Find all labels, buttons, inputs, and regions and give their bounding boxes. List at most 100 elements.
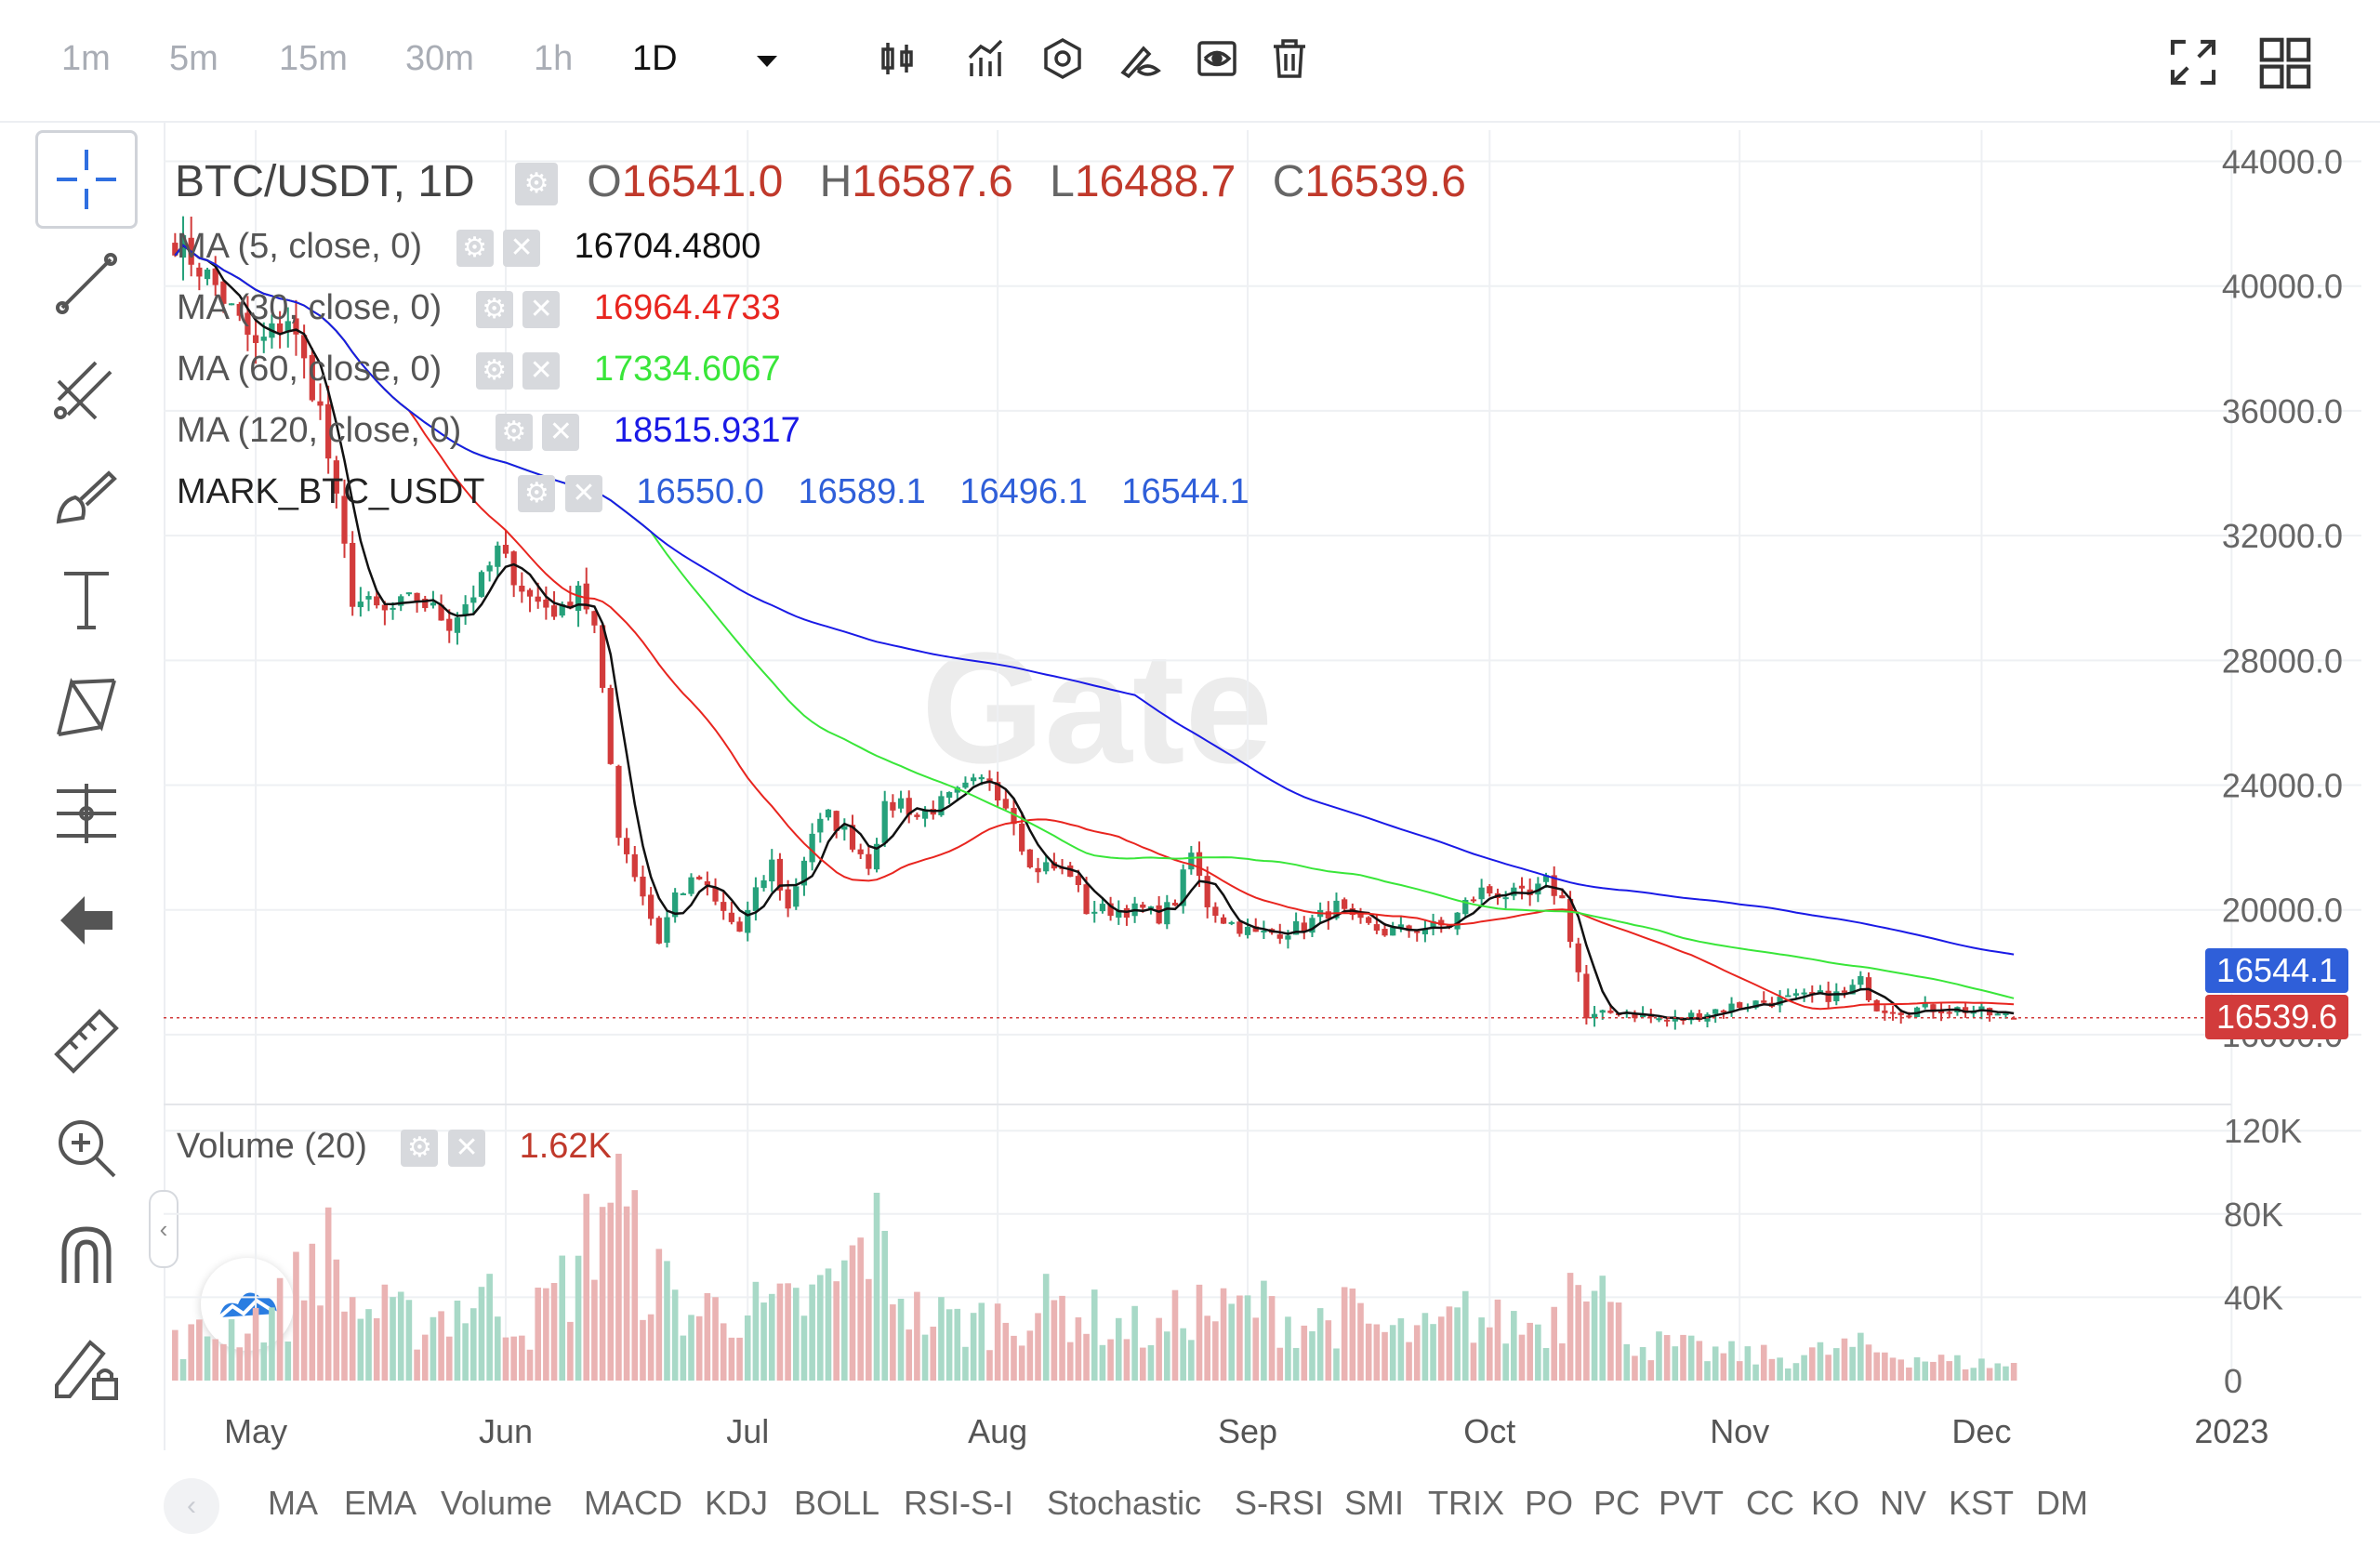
- ruler-tool[interactable]: [35, 995, 138, 1088]
- indicator-ko[interactable]: KO: [1811, 1484, 1860, 1522]
- volume-close-icon[interactable]: ✕: [448, 1129, 486, 1167]
- timeframe-30m[interactable]: 30m: [405, 39, 474, 78]
- zoom-in-tool[interactable]: [35, 1102, 138, 1195]
- ma120-close-icon[interactable]: ✕: [542, 413, 580, 451]
- candle-body: [776, 858, 784, 891]
- volume-bar: [1784, 1368, 1792, 1381]
- indicator-dm[interactable]: DM: [2036, 1484, 2088, 1522]
- timeframe-1d[interactable]: 1D: [632, 39, 678, 78]
- collapse-sidebar-handle[interactable]: ‹: [149, 1190, 178, 1268]
- timeframe-1m[interactable]: 1m: [61, 39, 111, 78]
- volume-bar: [430, 1316, 437, 1381]
- ma120-settings-icon[interactable]: ⚙: [495, 413, 533, 451]
- low-label: L: [1050, 157, 1075, 206]
- brush-icon: [56, 470, 117, 524]
- candle-type-icon[interactable]: [874, 35, 920, 82]
- indicator-s-rsi[interactable]: S-RSI: [1235, 1484, 1325, 1522]
- volume-bar: [1687, 1335, 1695, 1381]
- indicator-kst[interactable]: KST: [1949, 1484, 2015, 1522]
- volume-bar: [1228, 1303, 1236, 1381]
- indicator-boll[interactable]: BOLL: [794, 1484, 880, 1522]
- draw-visibility-icon[interactable]: [1116, 35, 1162, 82]
- volume-settings-icon[interactable]: ⚙: [401, 1129, 439, 1167]
- volume-bar: [1180, 1328, 1186, 1381]
- indicator-pvt[interactable]: PVT: [1659, 1484, 1725, 1522]
- candle-body: [1357, 913, 1364, 919]
- candle-body: [736, 921, 743, 932]
- volume-bar: [390, 1297, 396, 1381]
- ma60-settings-icon[interactable]: ⚙: [475, 351, 513, 390]
- volume-bar: [1091, 1289, 1098, 1381]
- ma5-close-icon[interactable]: ✕: [503, 229, 541, 267]
- candle-body: [1140, 905, 1146, 908]
- timeframe-dropdown-icon[interactable]: [744, 37, 790, 84]
- indicator-kdj[interactable]: KDJ: [705, 1484, 769, 1522]
- volume-bar: [495, 1316, 501, 1381]
- indicator-po[interactable]: PO: [1525, 1484, 1574, 1522]
- mark-close-icon[interactable]: ✕: [564, 474, 602, 512]
- fib-tool[interactable]: [35, 344, 138, 437]
- indicator-smi[interactable]: SMI: [1344, 1484, 1405, 1522]
- timeframe-1h[interactable]: 1h: [534, 39, 574, 78]
- ma60-close-icon[interactable]: ✕: [522, 351, 561, 390]
- volume-bar: [300, 1300, 308, 1381]
- brush-tool[interactable]: [35, 451, 138, 544]
- indicator-pc[interactable]: PC: [1593, 1484, 1641, 1522]
- trash-icon[interactable]: [1266, 35, 1313, 82]
- indicator-scroll-left-button[interactable]: ‹: [164, 1478, 219, 1534]
- volume-bar: [1518, 1334, 1526, 1381]
- volume-bar: [1502, 1343, 1509, 1381]
- timeframe-5m[interactable]: 5m: [169, 39, 218, 78]
- ma120-value: 18515.9317: [613, 411, 800, 450]
- ma5-settings-icon[interactable]: ⚙: [456, 229, 494, 267]
- candle-body: [615, 765, 622, 839]
- mark-settings-icon[interactable]: ⚙: [518, 474, 556, 512]
- indicator-cc[interactable]: CC: [1746, 1484, 1794, 1522]
- indicator-nv[interactable]: NV: [1880, 1484, 1927, 1522]
- candle-body: [1849, 985, 1856, 995]
- indicator-trix[interactable]: TRIX: [1428, 1484, 1505, 1522]
- measure-tool[interactable]: [35, 767, 138, 860]
- settings-hex-icon[interactable]: [1039, 35, 1086, 82]
- candle-body: [1607, 1011, 1614, 1013]
- timeframe-15m[interactable]: 15m: [279, 39, 348, 78]
- indicator-stochastic[interactable]: Stochastic: [1047, 1484, 1202, 1522]
- indicator-rsi[interactable]: RSI-S-I: [904, 1484, 1014, 1522]
- pattern-tool[interactable]: [35, 660, 138, 753]
- candle-body: [962, 782, 969, 788]
- ma60-value: 17334.6067: [593, 350, 781, 389]
- indicator-ma[interactable]: MA: [268, 1484, 318, 1522]
- ma30-settings-icon[interactable]: ⚙: [475, 290, 513, 328]
- candle-body: [357, 602, 364, 608]
- symbol-settings-icon[interactable]: ⚙: [515, 163, 559, 206]
- volume-bar: [1349, 1288, 1356, 1381]
- crosshair-tool[interactable]: [35, 130, 138, 229]
- indicator-ema[interactable]: EMA: [344, 1484, 417, 1522]
- volume-bar: [1252, 1317, 1260, 1381]
- indicator-volume[interactable]: Volume: [441, 1484, 553, 1522]
- eye-icon[interactable]: [1194, 35, 1240, 82]
- volume-bar: [1196, 1284, 1203, 1381]
- volume-bar: [357, 1318, 364, 1381]
- ma30-close-icon[interactable]: ✕: [522, 290, 561, 328]
- volume-bar: [1704, 1361, 1711, 1381]
- back-tool[interactable]: [35, 874, 138, 967]
- trend-line-tool[interactable]: [35, 237, 138, 330]
- volume-bar: [236, 1347, 244, 1381]
- ma5-value: 16704.4800: [574, 227, 761, 266]
- layout-grid-icon[interactable]: [2257, 35, 2313, 91]
- candle-body: [1107, 903, 1114, 917]
- indicators-icon[interactable]: [962, 35, 1009, 82]
- watermark-layer: Gate: [921, 620, 1273, 797]
- indicator-macd[interactable]: MACD: [584, 1484, 682, 1522]
- volume-bar: [373, 1317, 380, 1381]
- lock-draw-tool[interactable]: [35, 1320, 138, 1413]
- candle-body: [1035, 867, 1041, 873]
- magnet-tool[interactable]: [35, 1209, 138, 1302]
- candle-body: [414, 592, 420, 602]
- fullscreen-icon[interactable]: [2166, 35, 2220, 89]
- candle-body: [664, 917, 670, 944]
- text-tool[interactable]: [35, 553, 138, 646]
- volume-bar: [1099, 1344, 1106, 1381]
